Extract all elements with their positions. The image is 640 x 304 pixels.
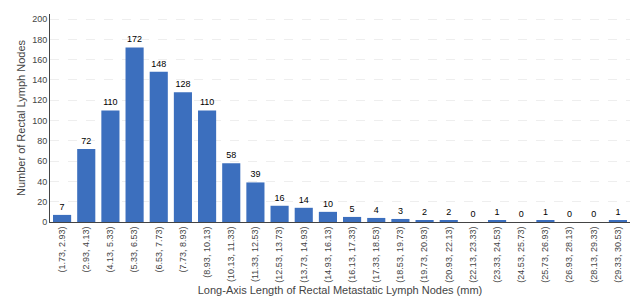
svg-text:1: 1 [495,207,500,217]
svg-text:110: 110 [103,97,117,107]
svg-text:(2.93, 4.13): (2.93, 4.13) [81,227,91,273]
svg-text:39: 39 [250,169,260,179]
svg-text:(19.73, 20.93): (19.73, 20.93) [420,227,430,283]
svg-text:(22.13, 23.33): (22.13, 23.33) [468,227,478,283]
svg-text:160: 160 [32,55,47,65]
svg-text:(17.33, 18.53): (17.33, 18.53) [371,227,381,283]
svg-text:200: 200 [32,14,47,24]
svg-text:2: 2 [446,207,451,217]
svg-text:7: 7 [60,202,65,212]
svg-text:(14.93, 16.13): (14.93, 16.13) [323,227,333,283]
svg-text:0: 0 [42,217,47,227]
svg-text:0: 0 [519,209,524,219]
svg-text:2: 2 [422,207,427,217]
svg-text:5: 5 [350,204,355,214]
svg-text:148: 148 [151,59,166,69]
svg-text:Number of Rectal Lymph Nodes: Number of Rectal Lymph Nodes [15,39,27,196]
svg-text:(7.73, 8.93): (7.73, 8.93) [178,227,188,273]
svg-text:(1.73, 2.93): (1.73, 2.93) [57,227,67,273]
svg-text:(11.33, 12.53): (11.33, 12.53) [250,227,260,282]
svg-text:(12.53, 13.73): (12.53, 13.73) [275,227,285,283]
svg-text:(4.13, 5.33): (4.13, 5.33) [105,227,115,273]
svg-text:Long-Axis Length of Rectal Met: Long-Axis Length of Rectal Metastatic Ly… [198,284,483,296]
svg-text:100: 100 [32,116,47,126]
svg-text:180: 180 [32,35,47,45]
svg-text:(26.93, 28.13): (26.93, 28.13) [565,227,575,283]
svg-text:120: 120 [32,95,47,105]
svg-text:16: 16 [275,193,285,203]
svg-text:1: 1 [543,207,548,217]
svg-text:(6.53, 7.73): (6.53, 7.73) [154,227,164,273]
svg-text:(25.73, 26.93): (25.73, 26.93) [540,227,550,283]
svg-text:1: 1 [615,207,620,217]
svg-text:14: 14 [299,195,309,205]
svg-text:(8.93, 10.13): (8.93, 10.13) [202,227,212,278]
svg-text:(29.33, 30.53): (29.33, 30.53) [613,227,623,283]
svg-text:80: 80 [37,136,47,146]
svg-text:172: 172 [127,34,142,44]
svg-text:10: 10 [323,199,333,209]
svg-text:128: 128 [175,79,190,89]
svg-text:110: 110 [200,97,214,107]
svg-text:72: 72 [81,136,91,146]
svg-text:(24.53, 25.73): (24.53, 25.73) [516,227,526,283]
svg-text:0: 0 [470,209,475,219]
svg-text:58: 58 [226,150,236,160]
svg-text:(18.53, 19.73): (18.53, 19.73) [395,227,405,283]
svg-text:20: 20 [37,197,47,207]
svg-text:(13.73, 14.93): (13.73, 14.93) [299,227,309,283]
svg-text:4: 4 [374,205,379,215]
svg-text:(23.33, 24.53): (23.33, 24.53) [492,227,502,283]
svg-text:(28.13, 29.33): (28.13, 29.33) [589,227,599,283]
svg-text:3: 3 [398,206,403,216]
svg-text:60: 60 [37,156,47,166]
svg-text:140: 140 [32,75,47,85]
svg-text:40: 40 [37,177,47,187]
svg-text:(16.13, 17.33): (16.13, 17.33) [347,227,357,283]
svg-text:(5.33, 6.53): (5.33, 6.53) [130,227,140,273]
svg-text:0: 0 [567,209,572,219]
svg-text:(20.93, 22.13): (20.93, 22.13) [444,227,454,283]
svg-text:(10.13, 11.33): (10.13, 11.33) [226,227,236,282]
svg-text:0: 0 [591,209,596,219]
